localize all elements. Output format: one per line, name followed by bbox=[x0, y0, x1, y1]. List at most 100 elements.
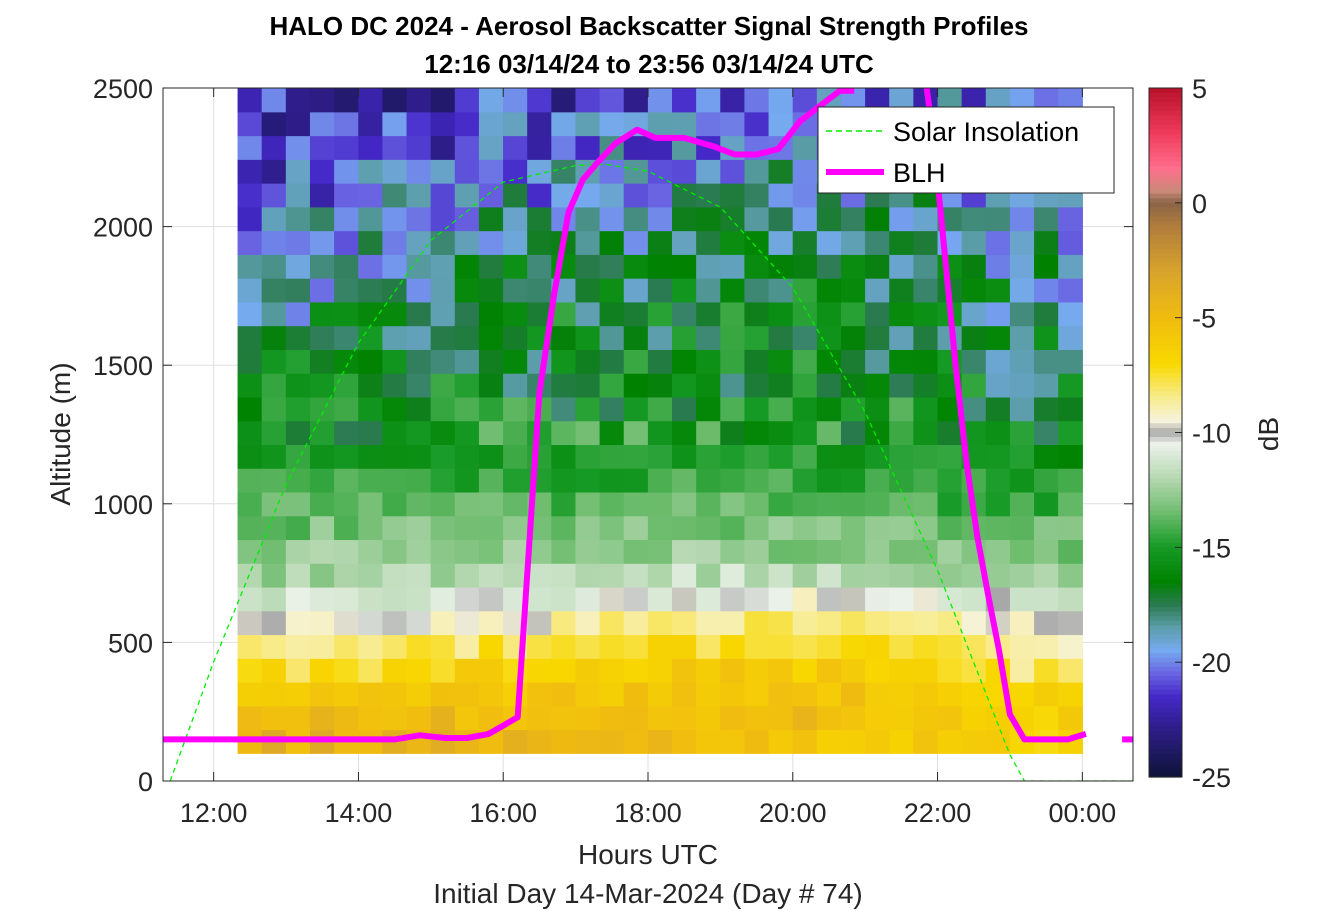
heatmap-cell bbox=[792, 586, 818, 612]
heatmap-cell bbox=[623, 325, 649, 350]
heatmap-cell bbox=[261, 206, 287, 232]
heatmap-cell bbox=[406, 230, 432, 255]
colorbar-band bbox=[1149, 542, 1182, 548]
heatmap-cell bbox=[961, 729, 987, 754]
colorbar-band bbox=[1149, 450, 1182, 457]
heatmap-cell bbox=[672, 301, 697, 327]
heatmap-cell bbox=[985, 444, 1011, 469]
heatmap-cell bbox=[285, 705, 311, 731]
heatmap-cell bbox=[865, 610, 890, 636]
heatmap-cell bbox=[816, 729, 842, 754]
heatmap-cell bbox=[1058, 206, 1083, 232]
heatmap-cell bbox=[261, 254, 287, 279]
x-axis-label-day: Initial Day 14-Mar-2024 (Day # 74) bbox=[433, 878, 863, 909]
heatmap-cell bbox=[575, 444, 601, 469]
heatmap-cell bbox=[237, 586, 263, 612]
heatmap-cell bbox=[623, 373, 649, 398]
heatmap-cell bbox=[623, 420, 649, 445]
heatmap-cell bbox=[237, 230, 263, 255]
heatmap-cell bbox=[430, 396, 456, 422]
heatmap-cell bbox=[406, 586, 432, 612]
heatmap-cell bbox=[937, 658, 963, 683]
heatmap-cell bbox=[865, 301, 890, 327]
heatmap-cell bbox=[575, 658, 601, 683]
heatmap-cell bbox=[961, 682, 987, 707]
heatmap-cell bbox=[623, 88, 649, 113]
heatmap-cell bbox=[720, 682, 746, 707]
colorbar-band bbox=[1149, 625, 1182, 631]
colorbar-band bbox=[1149, 648, 1182, 654]
heatmap-cell bbox=[696, 729, 721, 754]
heatmap-cell bbox=[744, 88, 770, 113]
heatmap-cell bbox=[840, 325, 866, 350]
heatmap-cell bbox=[599, 183, 625, 208]
heatmap-cell bbox=[478, 254, 504, 279]
heatmap-cell bbox=[261, 111, 287, 137]
colorbar-band bbox=[1149, 524, 1182, 530]
heatmap-cell bbox=[744, 254, 770, 279]
colorbar-band bbox=[1149, 400, 1182, 406]
heatmap-cell bbox=[599, 88, 625, 113]
heatmap-cell bbox=[430, 88, 456, 113]
x-tick-label: 14:00 bbox=[325, 798, 393, 828]
heatmap-cell bbox=[575, 111, 601, 137]
heatmap-cell bbox=[937, 420, 963, 445]
heatmap-cell bbox=[961, 301, 987, 327]
heatmap-cell bbox=[889, 373, 914, 398]
colorbar-band bbox=[1149, 579, 1182, 585]
heatmap-cell bbox=[865, 373, 890, 398]
heatmap-cell bbox=[430, 230, 456, 255]
colorbar-band bbox=[1149, 110, 1182, 117]
heatmap-cell bbox=[527, 88, 552, 113]
heatmap-cell bbox=[744, 420, 770, 445]
heatmap-cell bbox=[865, 705, 890, 731]
heatmap-cell bbox=[261, 586, 287, 612]
colorbar-band bbox=[1149, 372, 1182, 378]
heatmap-cell bbox=[672, 88, 697, 113]
heatmap-cell bbox=[768, 563, 794, 588]
heatmap-cell bbox=[334, 135, 359, 160]
heatmap-cell bbox=[334, 301, 359, 327]
heatmap-cell bbox=[406, 539, 432, 564]
heatmap-cell bbox=[647, 586, 673, 612]
heatmap-cell bbox=[430, 325, 456, 350]
heatmap-cell bbox=[696, 230, 721, 255]
heatmap-cell bbox=[527, 206, 552, 232]
heatmap-cell bbox=[1034, 539, 1059, 564]
heatmap-cell bbox=[237, 278, 263, 303]
heatmap-cell bbox=[382, 634, 408, 659]
heatmap-cell bbox=[792, 373, 818, 398]
heatmap-cell bbox=[285, 586, 311, 612]
heatmap-cell bbox=[285, 373, 311, 398]
colorbar-band bbox=[1149, 395, 1182, 401]
heatmap-cell bbox=[1058, 349, 1083, 374]
heatmap-cell bbox=[358, 349, 383, 374]
heatmap-cell bbox=[985, 373, 1011, 398]
heatmap-cell bbox=[768, 349, 794, 374]
heatmap-cell bbox=[1058, 420, 1083, 445]
heatmap-cell bbox=[334, 230, 359, 255]
heatmap-cell bbox=[792, 682, 818, 707]
colorbar-band bbox=[1149, 359, 1182, 365]
heatmap-cell bbox=[647, 705, 673, 731]
heatmap-cell bbox=[623, 729, 649, 754]
heatmap-cell bbox=[720, 491, 746, 517]
heatmap-cell bbox=[1009, 634, 1035, 659]
heatmap-cell bbox=[744, 325, 770, 350]
heatmap-cell bbox=[937, 634, 963, 659]
heatmap-cell bbox=[840, 444, 866, 469]
heatmap-cell bbox=[382, 563, 408, 588]
heatmap-cell bbox=[575, 230, 601, 255]
heatmap-cell bbox=[744, 373, 770, 398]
heatmap-cell bbox=[937, 563, 963, 588]
heatmap-cell bbox=[551, 88, 577, 113]
heatmap-cell bbox=[1058, 230, 1083, 255]
heatmap-cell bbox=[358, 491, 383, 517]
heatmap-cell bbox=[792, 420, 818, 445]
heatmap-cell bbox=[889, 586, 914, 612]
heatmap-cell bbox=[1009, 682, 1035, 707]
heatmap-cell bbox=[744, 491, 770, 517]
colorbar-band bbox=[1149, 588, 1182, 594]
heatmap-cell bbox=[358, 420, 383, 445]
heatmap-cell bbox=[599, 468, 625, 493]
